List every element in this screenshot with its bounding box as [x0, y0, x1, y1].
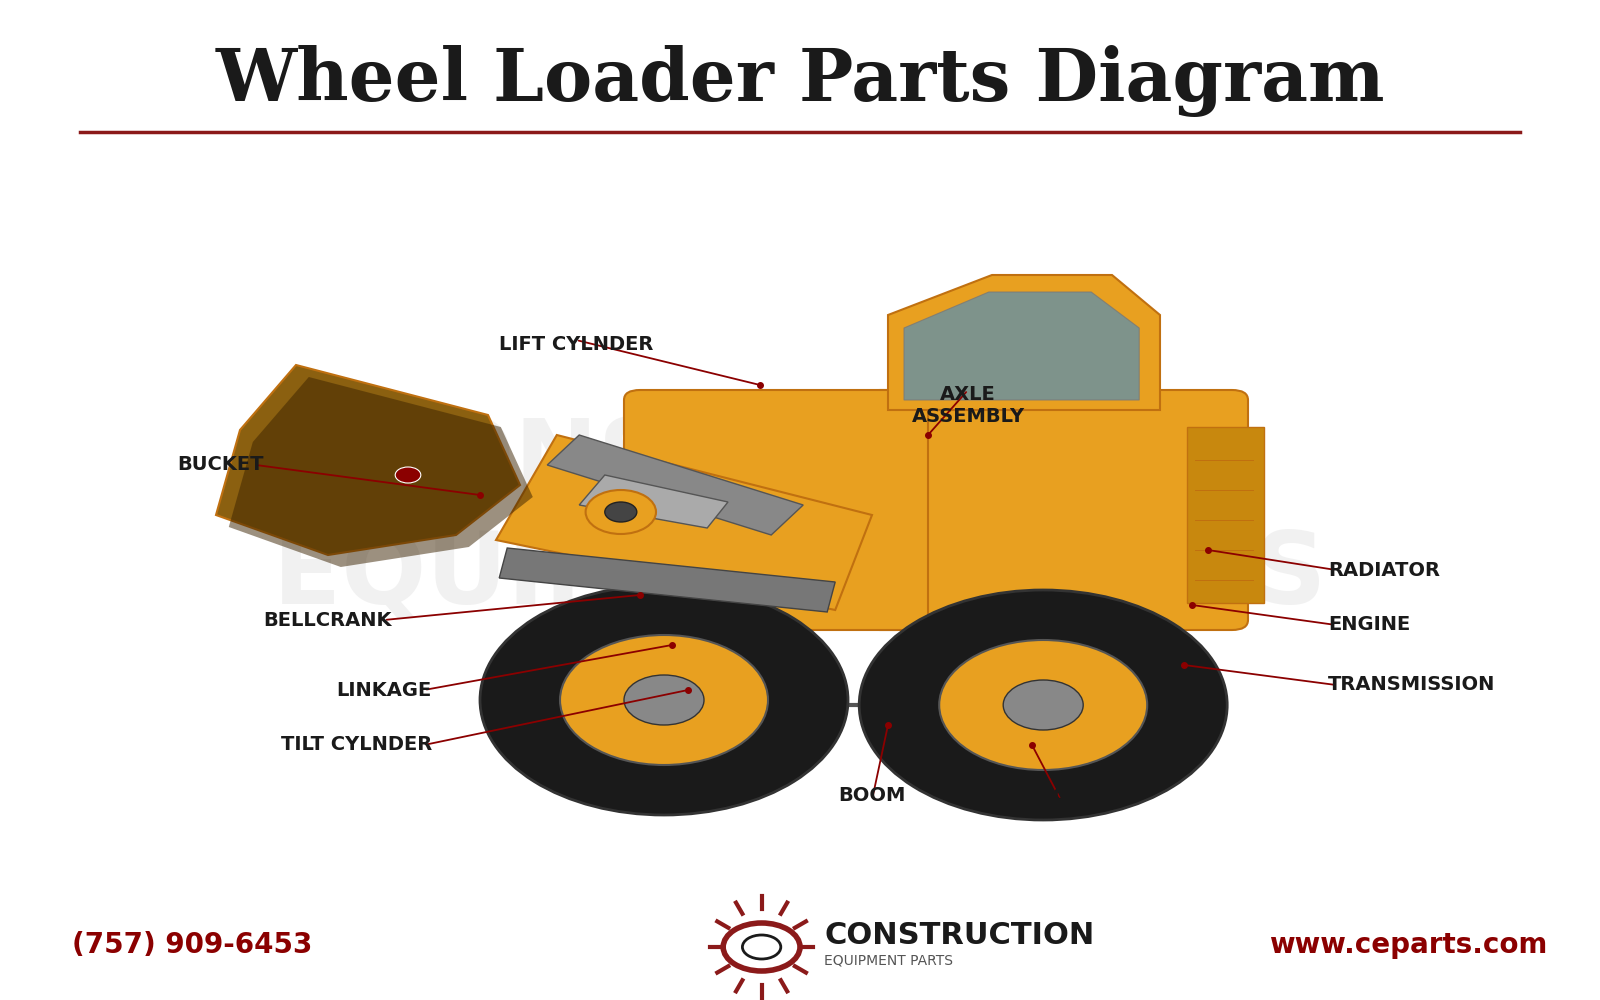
- Circle shape: [939, 640, 1147, 770]
- Text: BOOM: BOOM: [838, 786, 906, 805]
- Circle shape: [859, 590, 1227, 820]
- Text: BELLCRANK: BELLCRANK: [264, 610, 392, 630]
- Text: CONSTRUCTION
EQUIPMENT PARTS: CONSTRUCTION EQUIPMENT PARTS: [274, 415, 1326, 625]
- Circle shape: [624, 675, 704, 725]
- FancyBboxPatch shape: [624, 390, 928, 630]
- Circle shape: [605, 502, 637, 522]
- Text: BUCKET: BUCKET: [178, 456, 264, 475]
- Circle shape: [1003, 680, 1083, 730]
- Text: AXLE
ASSEMBLY: AXLE ASSEMBLY: [912, 385, 1024, 426]
- Polygon shape: [579, 475, 728, 528]
- Polygon shape: [547, 435, 803, 535]
- Text: LIFT CYLNDER: LIFT CYLNDER: [499, 335, 653, 354]
- Text: CONSTRUCTION: CONSTRUCTION: [824, 920, 1094, 950]
- Text: ENGINE: ENGINE: [1328, 615, 1410, 635]
- Circle shape: [395, 467, 421, 483]
- Circle shape: [586, 490, 656, 534]
- Text: TILT CYLNDER: TILT CYLNDER: [280, 736, 432, 754]
- Text: RADIATOR: RADIATOR: [1328, 560, 1440, 580]
- FancyBboxPatch shape: [864, 390, 1248, 630]
- Polygon shape: [496, 435, 872, 610]
- Polygon shape: [888, 275, 1160, 410]
- Polygon shape: [229, 377, 533, 567]
- Circle shape: [560, 635, 768, 765]
- Text: www.ceparts.com: www.ceparts.com: [1269, 931, 1547, 959]
- Text: LINKAGE: LINKAGE: [336, 680, 432, 700]
- FancyBboxPatch shape: [1187, 427, 1264, 603]
- Circle shape: [480, 585, 848, 815]
- Polygon shape: [216, 365, 520, 555]
- Polygon shape: [904, 292, 1139, 400]
- Text: Wheel Loader Parts Diagram: Wheel Loader Parts Diagram: [216, 45, 1384, 117]
- Text: EQUIPMENT PARTS: EQUIPMENT PARTS: [824, 953, 954, 967]
- Text: TRANSMISSION: TRANSMISSION: [1328, 676, 1496, 694]
- Text: (757) 909-6453: (757) 909-6453: [72, 931, 312, 959]
- Text: CAB: CAB: [1053, 786, 1098, 805]
- Polygon shape: [499, 548, 835, 612]
